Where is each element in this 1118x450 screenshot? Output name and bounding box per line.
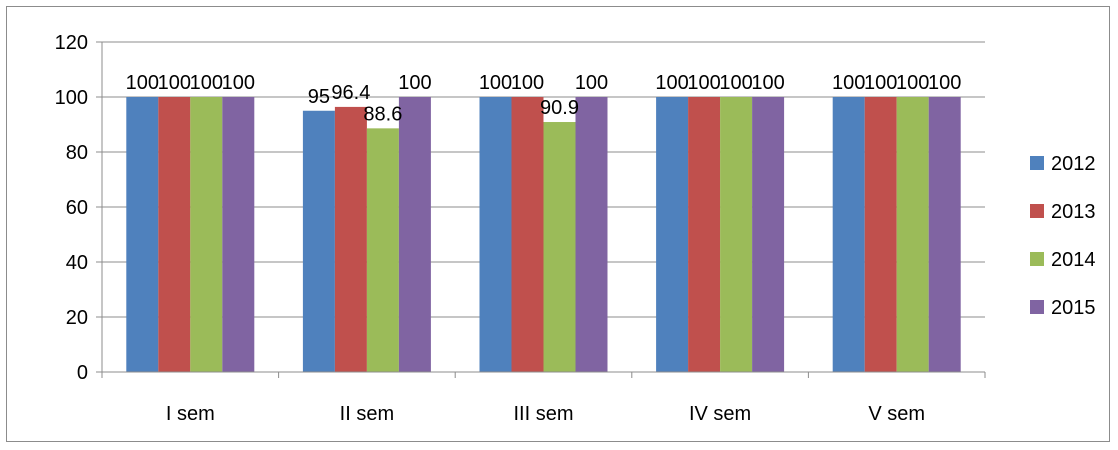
data-label: 100 bbox=[575, 72, 608, 94]
legend-label: 2012 bbox=[1051, 153, 1096, 175]
data-label: 100 bbox=[126, 72, 159, 94]
x-category-label: II sem bbox=[340, 403, 394, 425]
data-label: 100 bbox=[719, 72, 752, 94]
bar bbox=[720, 97, 753, 372]
bar bbox=[864, 97, 897, 372]
bar bbox=[832, 97, 865, 372]
data-label: 100 bbox=[751, 72, 784, 94]
bar bbox=[366, 128, 399, 372]
bar bbox=[222, 97, 255, 372]
bar bbox=[928, 97, 961, 372]
bar bbox=[575, 97, 608, 372]
data-label: 100 bbox=[896, 72, 929, 94]
bar bbox=[479, 97, 512, 372]
data-label: 100 bbox=[687, 72, 720, 94]
data-label: 96.4 bbox=[331, 82, 370, 104]
legend-swatch bbox=[1030, 156, 1044, 170]
bar bbox=[896, 97, 929, 372]
y-tick-label: 40 bbox=[66, 252, 88, 274]
bar bbox=[398, 97, 431, 372]
legend-swatch bbox=[1030, 252, 1044, 266]
data-label: 100 bbox=[928, 72, 961, 94]
data-label: 100 bbox=[832, 72, 865, 94]
data-label: 100 bbox=[158, 72, 191, 94]
y-tick-label: 80 bbox=[66, 142, 88, 164]
y-tick-label: 120 bbox=[55, 32, 88, 54]
data-label: 100 bbox=[190, 72, 223, 94]
data-label: 100 bbox=[511, 72, 544, 94]
y-tick-label: 60 bbox=[66, 197, 88, 219]
legend-label: 2015 bbox=[1051, 297, 1096, 319]
x-category-label: III sem bbox=[513, 403, 573, 425]
bar bbox=[158, 97, 191, 372]
data-label: 90.9 bbox=[540, 97, 579, 119]
bar bbox=[334, 106, 367, 373]
data-label: 100 bbox=[864, 72, 897, 94]
data-label: 100 bbox=[655, 72, 688, 94]
bar bbox=[126, 97, 159, 372]
data-label: 95 bbox=[308, 86, 330, 108]
data-label: 100 bbox=[479, 72, 512, 94]
legend-label: 2014 bbox=[1051, 249, 1096, 271]
axes: 0 20 40 60 80 100 120 I sem II sem III sem IV sem V… bbox=[55, 32, 986, 425]
bar bbox=[656, 97, 689, 372]
y-tick-label: 100 bbox=[55, 87, 88, 109]
bars bbox=[126, 97, 961, 373]
legend-label: 2013 bbox=[1051, 201, 1096, 223]
bar bbox=[752, 97, 785, 372]
bar bbox=[688, 97, 721, 372]
x-category-label: I sem bbox=[166, 403, 215, 425]
bar bbox=[543, 122, 576, 373]
x-category-label: IV sem bbox=[689, 403, 751, 425]
data-label: 88.6 bbox=[363, 103, 402, 125]
x-category-label: V sem bbox=[868, 403, 925, 425]
y-tick-label: 20 bbox=[66, 307, 88, 329]
legend-swatch bbox=[1030, 204, 1044, 218]
y-tick-label: 0 bbox=[77, 362, 88, 384]
bar bbox=[190, 97, 223, 372]
legend: 2012 2013 2014 2015 bbox=[1030, 153, 1096, 319]
bar bbox=[511, 97, 544, 372]
legend-swatch bbox=[1030, 300, 1044, 314]
data-label: 100 bbox=[222, 72, 255, 94]
bar bbox=[302, 110, 335, 372]
data-label: 100 bbox=[398, 72, 431, 94]
